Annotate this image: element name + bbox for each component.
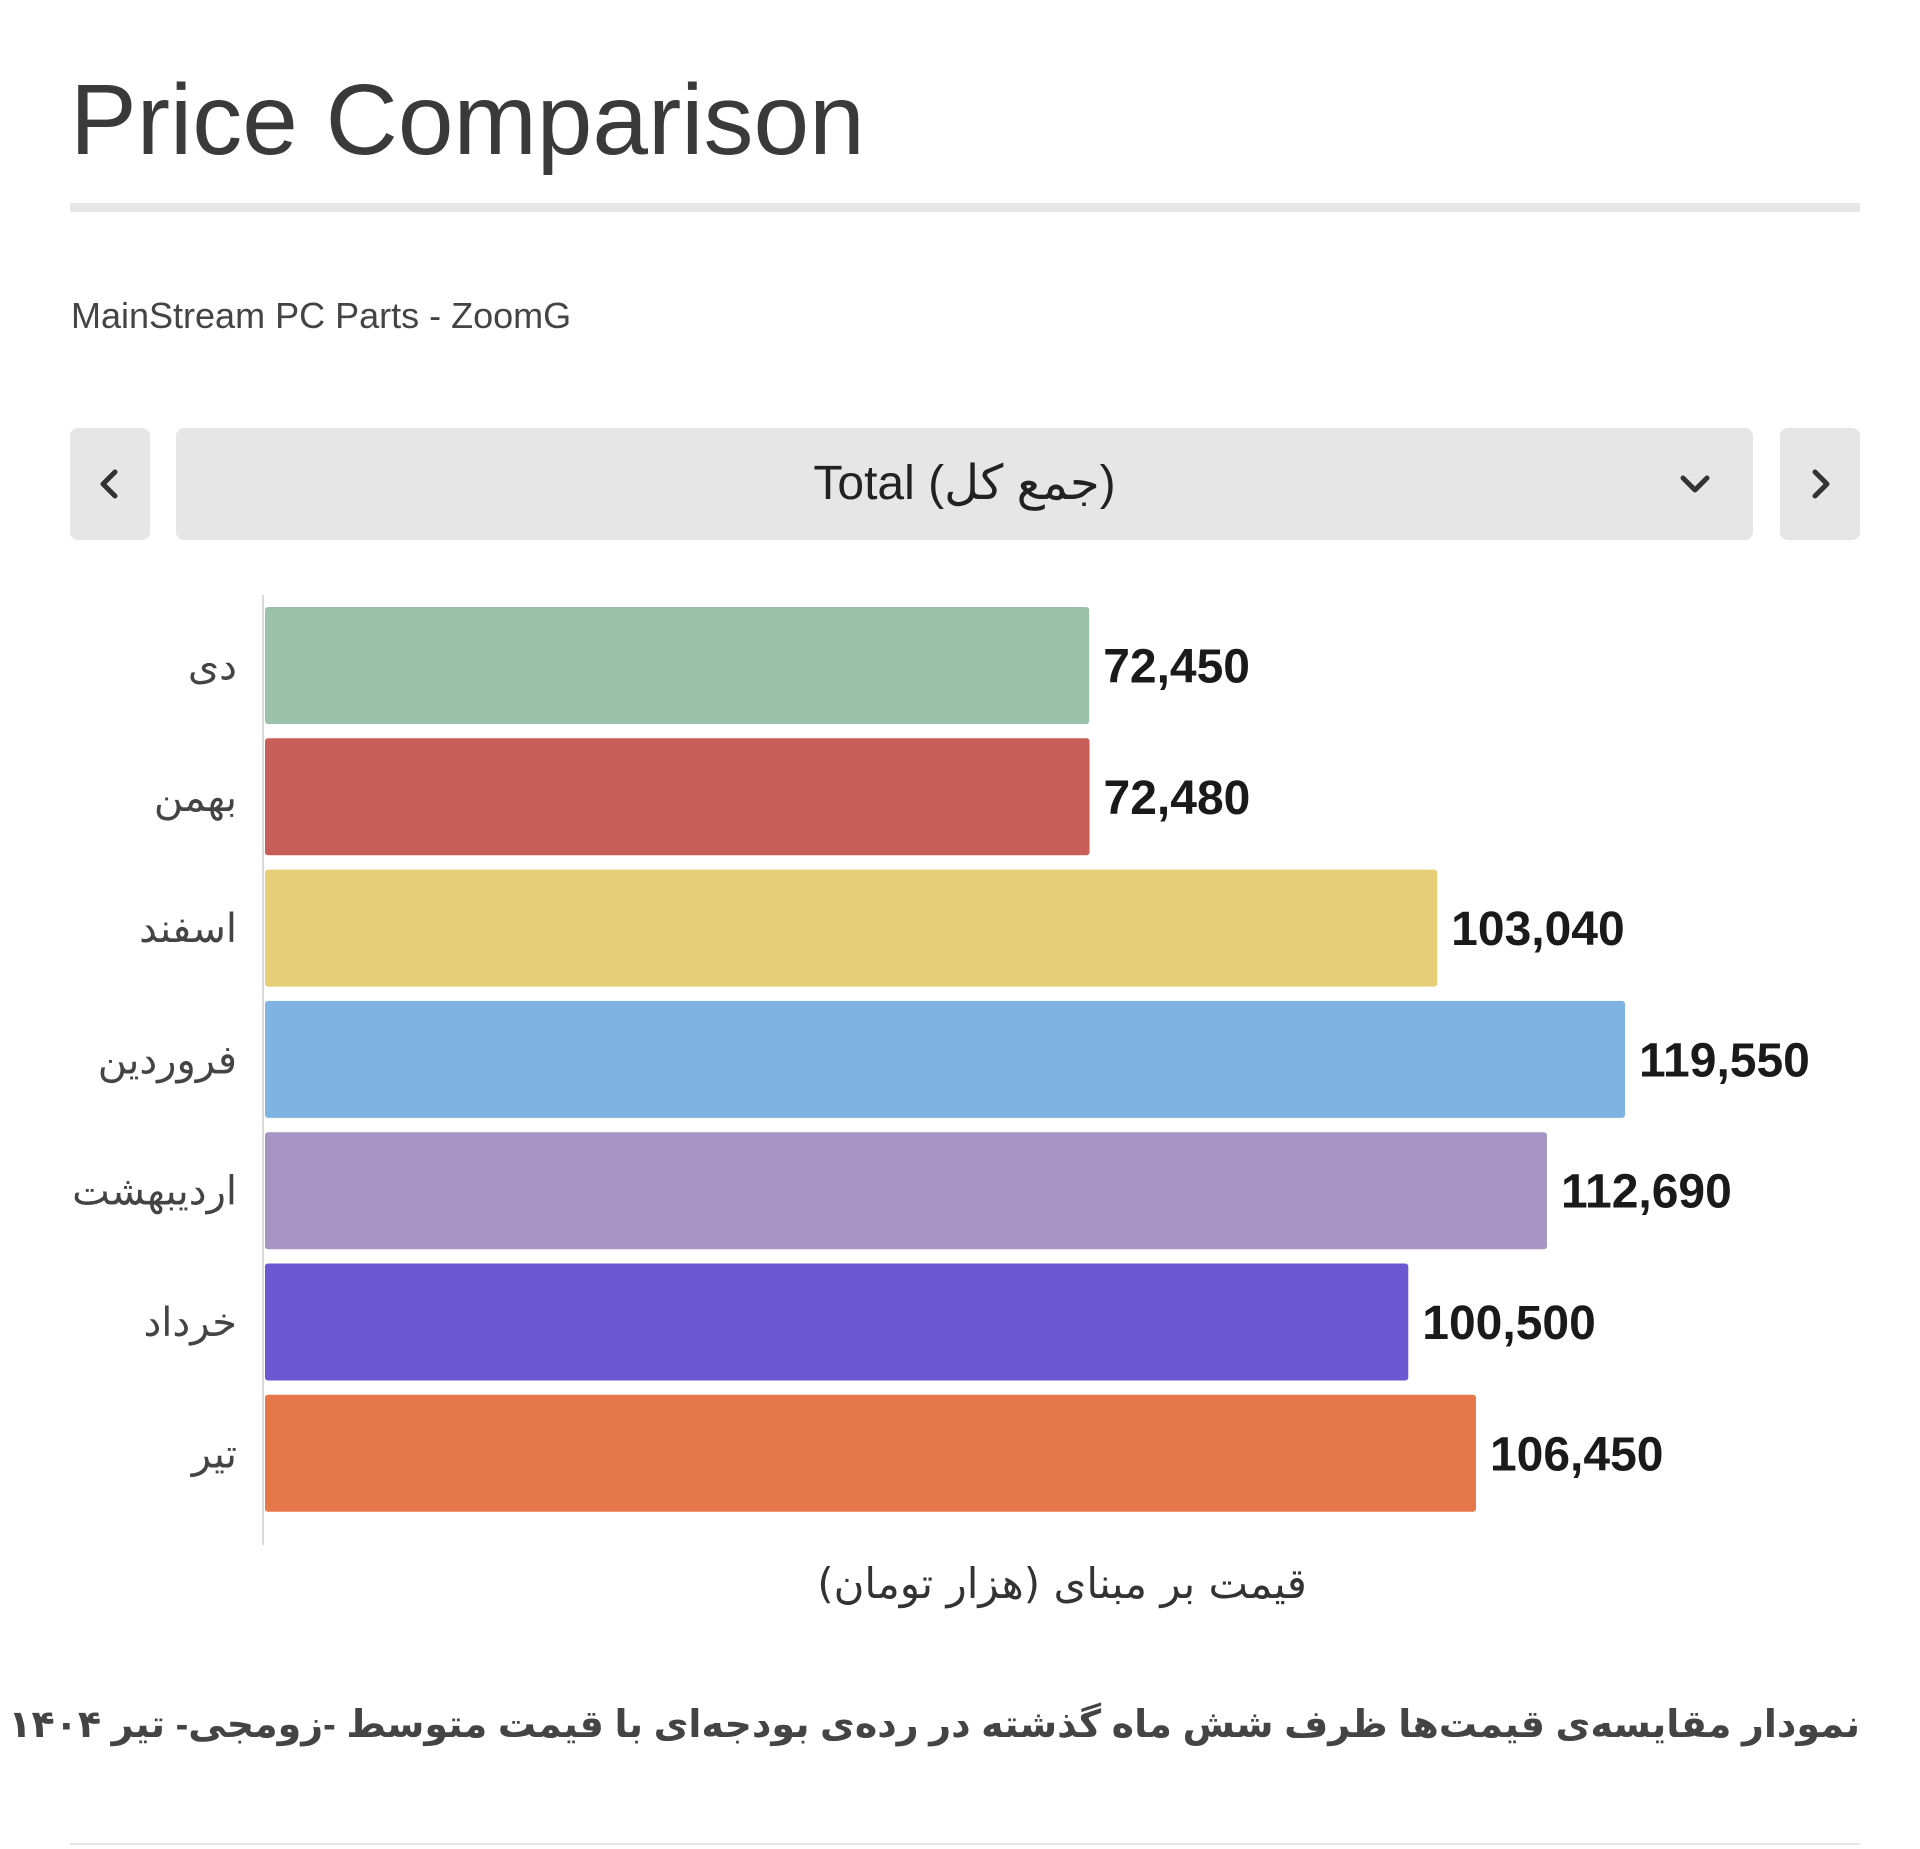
bar-1[interactable] [265, 607, 1090, 724]
bar-value-label: 112,690 [1561, 1166, 1732, 1219]
bar-value-label: 119,550 [1639, 1034, 1810, 1087]
category-label: خرداد [143, 1300, 237, 1346]
bottom-divider [70, 1843, 1860, 1845]
category-label: بهمن [154, 775, 237, 821]
page-title: Price Comparison [70, 64, 865, 176]
bar-value-label: 72,480 [1104, 772, 1251, 825]
bar-value-label: 100,500 [1422, 1297, 1596, 1350]
category-label: دی [188, 644, 237, 690]
bar-value-label: 106,450 [1490, 1428, 1664, 1481]
chevron-right-icon [1812, 469, 1830, 499]
bar-6[interactable] [265, 1263, 1409, 1381]
bar-2[interactable] [265, 738, 1090, 856]
previous-chart-button[interactable] [70, 428, 150, 540]
bar-4[interactable] [265, 1000, 1625, 1118]
title-divider [70, 203, 1860, 212]
bar-value-label: 72,450 [1103, 641, 1250, 694]
chart-subtitle: MainStream PC Parts - ZoomG [71, 295, 572, 336]
bar-chart: 72,450 دی 72,480 بهمن 103,040 اسفند 119,550 فرو… [72, 595, 1810, 1608]
bars-group: 72,450 دی 72,480 بهمن 103,040 اسفند 119,550 فرو… [72, 607, 1810, 1512]
bar-5[interactable] [265, 1132, 1547, 1250]
chart-selector-value: Total (جمع کل) [813, 457, 1116, 510]
bar-value-label: 103,040 [1451, 903, 1625, 956]
x-axis-label: قیمت بر مبنای (هزار تومان) [817, 1559, 1307, 1608]
chevron-down-icon [1680, 475, 1710, 493]
chart-selector-dropdown[interactable]: Total (جمع کل) [176, 428, 1753, 540]
chart-caption: نمودار مقایسه‌ی قیمت‌ها ظرف شش ماه گذشته… [8, 1704, 1860, 1746]
next-chart-button[interactable] [1780, 428, 1860, 540]
bar-3[interactable] [265, 869, 1438, 987]
category-label: اسفند [139, 906, 237, 952]
category-label: اردیبهشت [72, 1169, 237, 1215]
chevron-left-icon [100, 469, 118, 499]
bar-7[interactable] [265, 1394, 1476, 1512]
category-label: تیر [190, 1431, 237, 1477]
category-label: فروردین [98, 1037, 237, 1083]
